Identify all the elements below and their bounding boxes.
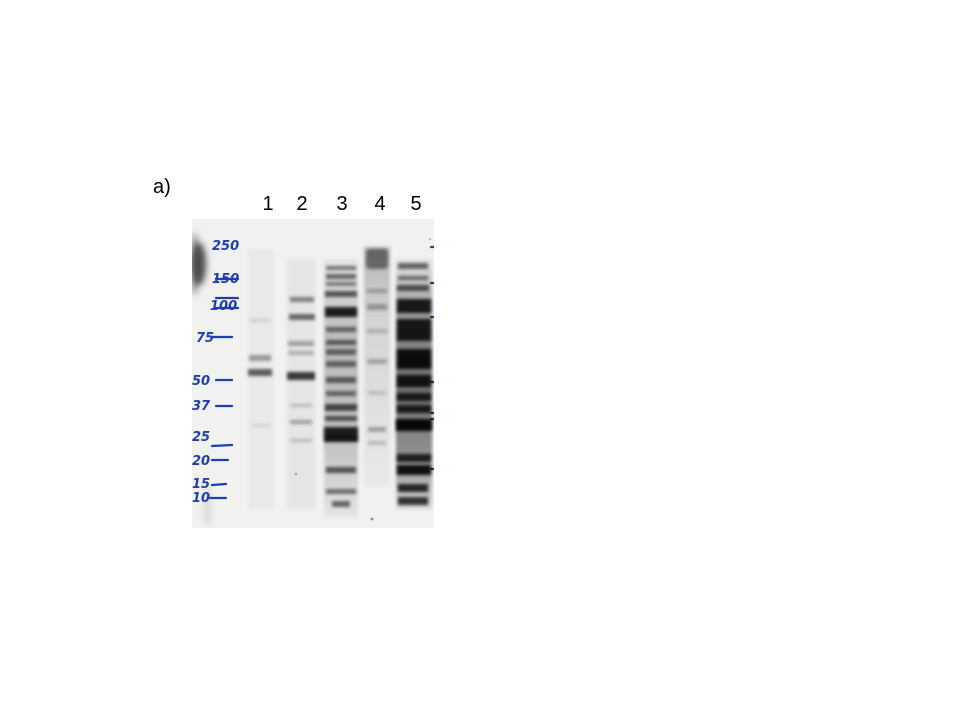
lane-label-2: 2 <box>296 193 308 215</box>
panel-label: a) <box>153 176 171 198</box>
marker-label-15: 15 <box>192 477 210 492</box>
lane-3-bands <box>324 259 358 517</box>
marker-label-250: 250 <box>212 239 239 254</box>
lane-4-bands <box>364 247 390 487</box>
edge-smudge <box>192 234 209 524</box>
lane-1-bands <box>248 319 272 427</box>
lane-2-bands <box>287 259 315 509</box>
marker-label-50: 50 <box>192 374 210 389</box>
marker-label-10: 10 <box>192 491 210 506</box>
lane-5-bands <box>396 259 432 509</box>
marker-label-25: 25 <box>192 430 210 445</box>
marker-label-75: 75 <box>196 331 214 346</box>
western-blot-image: 250 150 100 75 50 37 25 20 15 10 <box>192 219 434 528</box>
lane-label-4: 4 <box>374 193 386 215</box>
marker-label-37: 37 <box>192 399 211 414</box>
mw-marker-ladder: 250 150 100 75 50 37 25 20 15 10 <box>192 239 239 506</box>
marker-label-100: 100 <box>210 299 237 314</box>
lane-label-5: 5 <box>410 193 422 215</box>
marker-label-20: 20 <box>192 454 210 469</box>
lane-label-1: 1 <box>262 193 274 215</box>
lane-label-3: 3 <box>336 193 348 215</box>
membrane-specks <box>294 238 431 521</box>
